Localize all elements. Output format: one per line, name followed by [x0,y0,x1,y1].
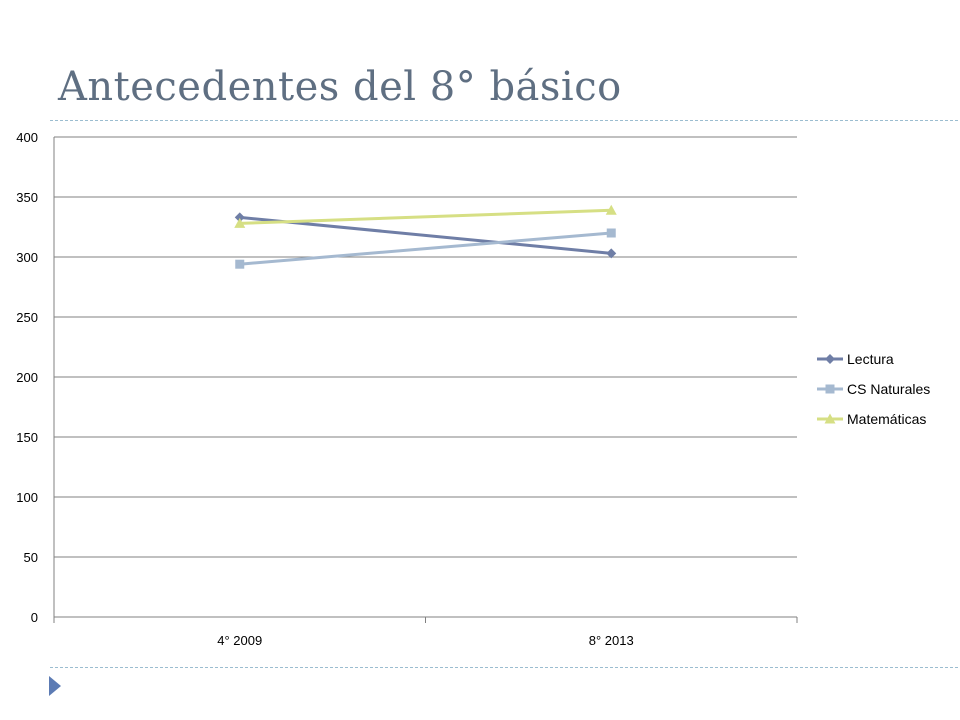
series-line-lectura [239,215,612,255]
y-tick-label: 300 [16,250,38,265]
marker-triangle [234,217,246,228]
slide-title: Antecedentes del 8° básico [58,64,622,110]
x-tick-label: 8° 2013 [589,633,634,648]
marker-diamond [825,354,835,364]
x-axis: 4° 2009 8° 2013 [53,617,798,648]
marker-diamond [234,212,245,223]
legend-label: CS Naturales [847,381,930,397]
y-tick-label: 250 [16,310,38,325]
y-tick-label: 400 [16,130,38,145]
x-tick-label: 4° 2009 [217,633,262,648]
gridlines [54,136,797,618]
slide-marker-icon [49,676,61,696]
y-axis-ticks: 0 50 100 150 200 250 300 350 400 [16,130,55,625]
legend-label: Lectura [847,351,894,367]
y-tick-label: 0 [31,610,38,625]
title-divider [50,120,960,121]
y-tick-label: 100 [16,490,38,505]
footer-divider [50,667,960,668]
marker-diamond [606,248,617,259]
legend-label: Matemáticas [847,411,926,427]
marker-square [825,384,835,394]
series-line-matem-ticas [239,208,612,225]
y-tick-label: 50 [24,550,38,565]
marker-triangle [605,204,617,215]
series-lines [234,204,617,269]
marker-square [235,259,245,269]
legend: Lectura CS Naturales Matemáticas [817,351,930,427]
y-tick-label: 350 [16,190,38,205]
series-line-cs-naturales [239,231,612,266]
marker-square [606,228,616,238]
marker-triangle [824,413,836,424]
y-tick-label: 150 [16,430,38,445]
y-tick-label: 200 [16,370,38,385]
